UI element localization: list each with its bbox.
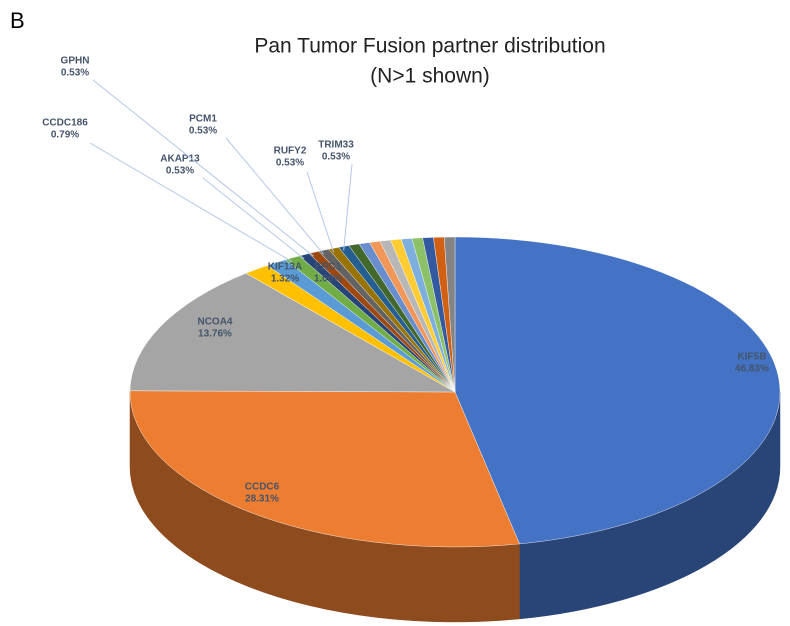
leader-line [306,171,335,253]
slice-label: KIF5B [738,352,767,363]
slice-label: RUFY2 [274,146,307,157]
leader-line [225,137,324,255]
leader-line [92,79,315,257]
leader-line [89,142,293,263]
slice-value-label: 1.32% [271,274,299,285]
chart-subtitle: (N>1 shown) [370,65,490,88]
slice-value-label: 0.53% [61,68,89,79]
slice-value-label: 0.53% [166,166,194,177]
slice-label: PCM1 [189,114,217,125]
slice-label: TRIM33 [318,140,354,151]
slice-value-label: 13.76% [198,329,232,340]
leader-line [202,177,305,260]
slice-label: ERC1 [315,262,342,273]
slice-label: AKAP13 [160,154,200,165]
slice-value-label: 28.31% [245,494,279,505]
slice-label: CCDC186 [42,118,88,129]
slice-value-label: 1.06% [314,274,342,285]
chart-title: Pan Tumor Fusion partner distribution [254,35,605,58]
slice-value-label: 0.53% [276,158,304,169]
panel-label: B [10,8,25,33]
slice-value-label: 46.83% [735,364,769,375]
slice-value-label: 0.53% [322,152,350,163]
slice-label: GPHN [61,56,90,67]
slice [129,273,456,393]
slice [129,390,520,548]
slice-value-label: 0.79% [51,130,79,141]
slice-label: KIF13A [268,262,302,273]
slice-label: NCOA4 [197,317,232,328]
slice-value-label: 0.53% [189,126,217,137]
slice [454,236,781,545]
slice [443,236,456,393]
slice-label: CCDC6 [245,482,280,493]
leader-line [343,163,353,251]
